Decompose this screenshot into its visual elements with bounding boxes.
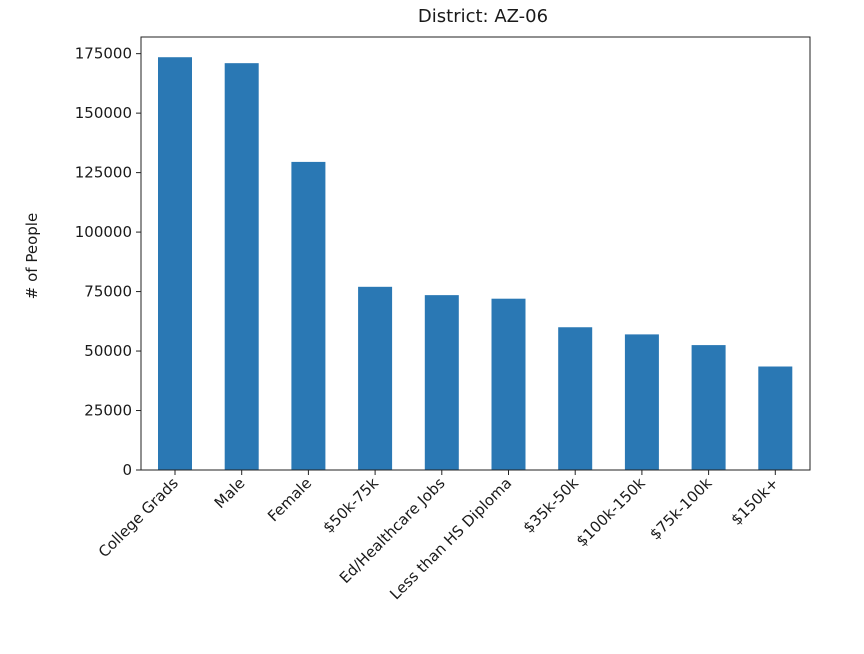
- y-tick-label-6: 150000: [75, 104, 132, 122]
- bar-1: [224, 63, 259, 471]
- x-tick-label-1: Male: [211, 474, 249, 512]
- bar-8: [691, 345, 726, 470]
- x-tick-label-2: Female: [264, 474, 315, 525]
- bar-0: [158, 57, 192, 470]
- bar-9: [758, 366, 793, 470]
- bar-6: [558, 327, 593, 470]
- x-tick-label-9: $150k+: [727, 474, 782, 529]
- x-tick-label-6: $35k-50k: [519, 474, 582, 537]
- y-tick-label-7: 175000: [75, 45, 132, 63]
- bar-4: [424, 295, 459, 470]
- y-tick-label-0: 0: [122, 461, 132, 479]
- bar-7: [624, 334, 659, 470]
- chart-title: District: AZ-06: [418, 6, 548, 27]
- y-tick-label-3: 75000: [84, 283, 132, 301]
- bar-3: [358, 286, 393, 470]
- plot-area-frame: [140, 36, 811, 471]
- y-tick-label-2: 50000: [84, 342, 132, 360]
- y-axis-ticks: 0 25000 50000 75000 100000 125000 150000 175000: [75, 45, 141, 479]
- x-axis-ticks: College Grads Male Female $50k-75kEd/Health…: [95, 470, 782, 603]
- y-tick-label-4: 100000: [75, 223, 132, 241]
- x-tick-label-5: Less than HS Diploma: [386, 474, 515, 603]
- bar-5: [491, 298, 526, 470]
- x-tick-label-8: $75k-100k: [646, 474, 716, 544]
- bar-2: [291, 161, 326, 470]
- bars-group: [158, 57, 793, 471]
- x-tick-label-3: $50k-75k: [319, 474, 382, 537]
- x-tick-label-7: $100k-150k: [573, 474, 649, 550]
- y-tick-label-5: 125000: [75, 164, 132, 182]
- x-tick-label-0: College Grads: [95, 474, 182, 561]
- y-axis-label: # of People: [23, 213, 41, 299]
- y-tick-label-1: 25000: [84, 402, 132, 420]
